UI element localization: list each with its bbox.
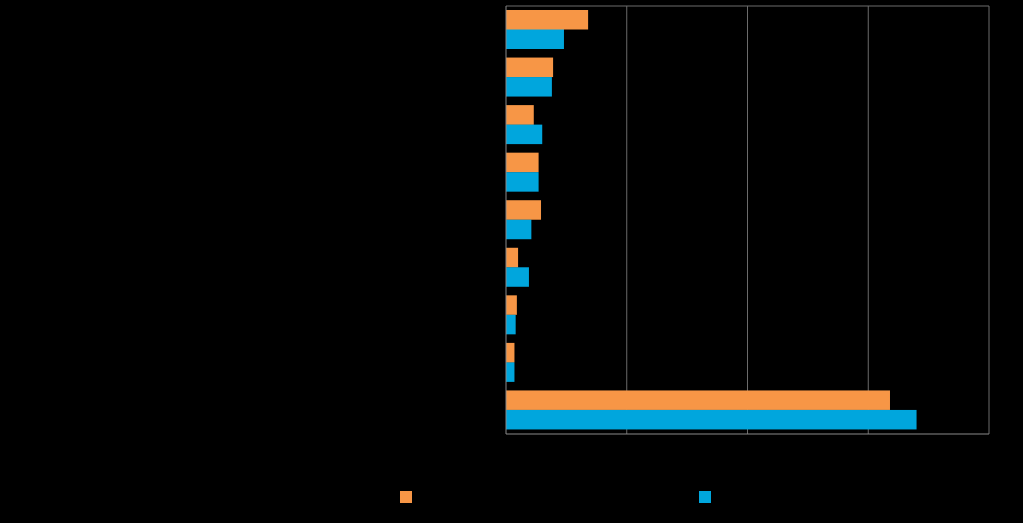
bar-s2-c1 — [506, 29, 564, 49]
axes — [505, 6, 989, 435]
bar-s1-c2 — [506, 57, 554, 78]
bar-s1-c3 — [506, 105, 534, 125]
bar-s1-c9 — [506, 390, 890, 410]
legend-swatch-series-2 — [699, 491, 711, 503]
bar-s2-c4 — [506, 172, 539, 192]
bar-s1-c1 — [506, 10, 589, 30]
bar-s2-c9 — [506, 409, 917, 430]
bar-s2-c3 — [506, 124, 543, 145]
legend-item-series-1 — [400, 490, 420, 504]
legend-item-series-2 — [699, 490, 719, 504]
bars — [506, 10, 917, 430]
bar-s2-c7 — [506, 314, 516, 335]
bar-s1-c4 — [506, 152, 539, 173]
legend-swatch-series-1 — [400, 491, 412, 503]
bar-s2-c8 — [506, 362, 515, 382]
bar-s1-c6 — [506, 247, 519, 268]
bar-s1-c8 — [506, 342, 515, 363]
bar-s2-c5 — [506, 219, 532, 240]
bar-s1-c7 — [506, 295, 517, 315]
bar-s2-c6 — [506, 267, 529, 287]
gridlines — [506, 5, 990, 434]
bar-s2-c2 — [506, 77, 552, 97]
bar-s1-c5 — [506, 200, 542, 220]
